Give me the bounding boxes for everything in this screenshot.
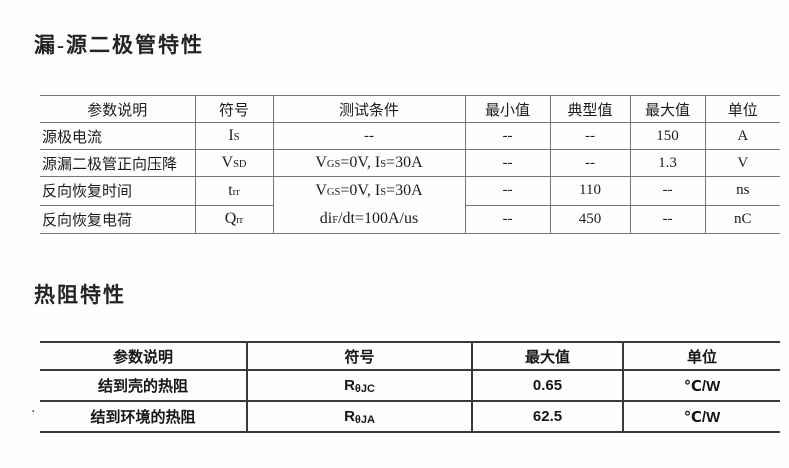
cell-symbol: RθJC xyxy=(246,369,473,402)
symbol-base: t xyxy=(228,181,233,199)
condition-text: =0V, I xyxy=(340,154,381,171)
diode-section-title: 漏-源二极管特性 xyxy=(34,33,204,57)
condition-subscript: GS xyxy=(326,187,341,198)
condition-text: V xyxy=(315,154,327,171)
cell-min: -- xyxy=(464,149,551,177)
header-symbol: 符号 xyxy=(246,341,473,371)
cell-typ: -- xyxy=(549,122,631,150)
header-typ: 典型值 xyxy=(549,95,631,123)
header-param: 参数说明 xyxy=(40,95,196,123)
cell-typ: 110 xyxy=(549,176,631,206)
cell-symbol: Qrr xyxy=(194,204,274,234)
condition-subscript: S xyxy=(380,187,387,198)
condition-text: di xyxy=(319,210,333,227)
cell-max: 62.5 xyxy=(471,400,624,433)
symbol-subscript: θJC xyxy=(354,382,375,395)
table-row: 结到环境的热阻 RθJA 62.5 ℃/W xyxy=(40,400,780,433)
diode-characteristics-table: 参数说明 符号 测试条件 最小值 典型值 最大值 单位 源极电流 IS -- -… xyxy=(40,95,780,234)
condition-text: =0V, I xyxy=(340,182,381,199)
condition-line: diF/dt=100A/us xyxy=(276,205,463,233)
condition-text: /dt=100A/us xyxy=(338,210,419,227)
cell-min: -- xyxy=(464,204,551,234)
header-max: 最大值 xyxy=(629,95,706,123)
table-row: 反向恢复电荷 Qrr -- 450 -- nC xyxy=(40,204,780,234)
cell-symbol: IS xyxy=(194,122,274,150)
condition-text: =30A xyxy=(386,154,423,171)
condition-subscript: GS xyxy=(326,159,341,170)
cell-condition: -- xyxy=(272,122,466,150)
symbol-base: R xyxy=(344,407,355,425)
symbol-base: R xyxy=(344,376,355,394)
table-header-row: 参数说明 符号 最大值 单位 xyxy=(40,341,780,371)
symbol-base: V xyxy=(221,154,234,171)
cell-condition: VGS=0V, IS=30A xyxy=(272,149,466,177)
scan-artifact-dot: · xyxy=(31,404,36,420)
condition-subscript: F xyxy=(332,215,339,226)
cell-max: 1.3 xyxy=(629,149,706,177)
table-row: 反向恢复时间 trr VGS=0V, IS=30A diF/dt=100A/us… xyxy=(40,176,780,234)
symbol-base: I xyxy=(228,127,234,144)
table-header-row: 参数说明 符号 测试条件 最小值 典型值 最大值 单位 xyxy=(40,95,780,123)
header-symbol: 符号 xyxy=(194,95,274,123)
cell-param: 反向恢复时间 xyxy=(40,176,196,206)
table-row: 源漏二极管正向压降 VSD VGS=0V, IS=30A -- -- 1.3 V xyxy=(40,149,780,177)
cell-condition-merged: VGS=0V, IS=30A diF/dt=100A/us xyxy=(272,176,466,234)
condition-text: =30A xyxy=(386,182,423,199)
cell-min: -- xyxy=(464,176,551,206)
cell-param: 结到环境的热阻 xyxy=(40,400,248,433)
condition-subscript: S xyxy=(380,159,387,170)
cell-max: 0.65 xyxy=(471,369,624,402)
condition-text: V xyxy=(315,182,327,199)
cell-param: 反向恢复电荷 xyxy=(40,204,196,234)
header-min: 最小值 xyxy=(464,95,551,123)
condition-line: VGS=0V, IS=30A xyxy=(276,177,463,205)
cell-symbol: VSD xyxy=(194,149,274,177)
cell-unit: ns xyxy=(704,176,780,206)
thermal-section-title: 热阻特性 xyxy=(34,283,126,307)
cell-typ: 450 xyxy=(549,204,631,234)
cell-param: 源漏二极管正向压降 xyxy=(40,149,196,177)
cell-unit: ℃/W xyxy=(622,369,780,402)
symbol-subscript: rr xyxy=(232,186,240,198)
cell-unit: A xyxy=(704,122,780,150)
cell-symbol: RθJA xyxy=(246,400,473,433)
header-unit: 单位 xyxy=(622,341,780,371)
cell-symbol: trr xyxy=(194,176,274,206)
symbol-base: Q xyxy=(224,210,237,228)
cell-typ: -- xyxy=(549,149,631,177)
header-condition: 测试条件 xyxy=(272,95,466,123)
cell-param: 源极电流 xyxy=(40,122,196,150)
cell-unit: V xyxy=(704,149,780,177)
cell-max: -- xyxy=(629,204,706,234)
symbol-subscript: rr xyxy=(236,215,244,227)
table-row: 结到壳的热阻 RθJC 0.65 ℃/W xyxy=(40,369,780,402)
header-max: 最大值 xyxy=(471,341,624,371)
cell-param: 结到壳的热阻 xyxy=(40,369,248,402)
cell-min: -- xyxy=(464,122,551,150)
thermal-characteristics-table: 参数说明 符号 最大值 单位 结到壳的热阻 RθJC 0.65 ℃/W 结到环境… xyxy=(40,341,780,433)
symbol-subscript: θJA xyxy=(354,413,375,426)
table-row: 源极电流 IS -- -- -- 150 A xyxy=(40,122,780,150)
header-unit: 单位 xyxy=(704,95,780,123)
cell-max: -- xyxy=(629,176,706,206)
cell-unit: nC xyxy=(704,204,780,234)
symbol-subscript: S xyxy=(233,132,240,143)
header-param: 参数说明 xyxy=(40,341,248,371)
cell-max: 150 xyxy=(629,122,706,150)
cell-unit: ℃/W xyxy=(622,400,780,433)
symbol-subscript: SD xyxy=(233,159,247,170)
